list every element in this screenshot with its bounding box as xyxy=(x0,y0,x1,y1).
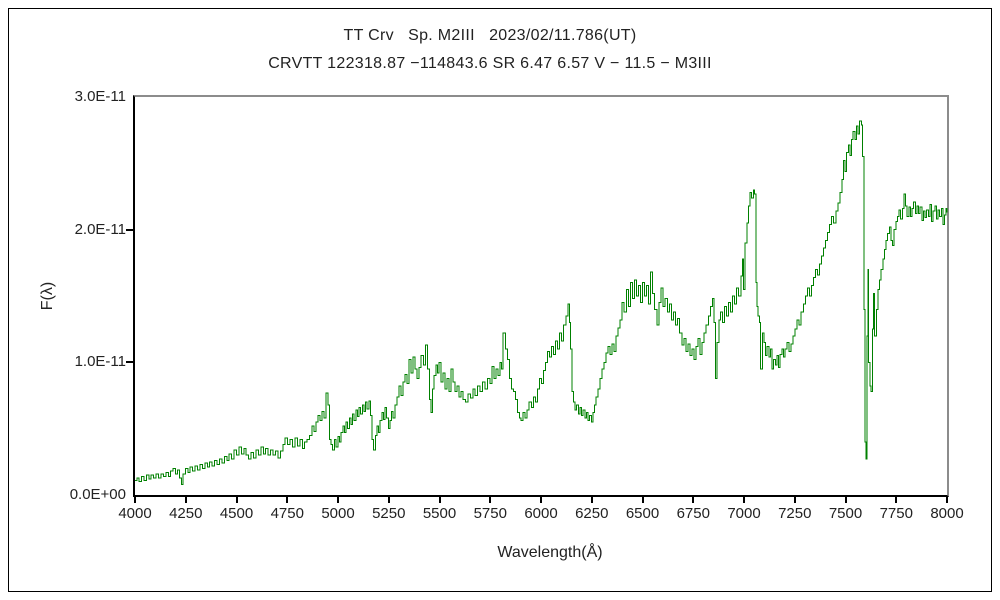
x-tick-label: 6500 xyxy=(625,505,660,522)
spectrum-line xyxy=(135,120,948,485)
x-tick-label: 5750 xyxy=(473,505,507,522)
y-tick-label: 2.0E-11 xyxy=(74,220,126,238)
x-tick-mark xyxy=(895,497,898,503)
x-tick-label: 8000 xyxy=(930,505,964,522)
spectrum-svg xyxy=(135,120,948,485)
x-tick-mark xyxy=(590,497,593,503)
x-tick-label: 4500 xyxy=(219,505,254,522)
x-tick-mark xyxy=(387,497,390,503)
x-tick-mark xyxy=(438,497,441,503)
x-tick-mark xyxy=(946,497,948,503)
x-tick-label: 7250 xyxy=(778,505,812,522)
x-tick-label: 7000 xyxy=(727,505,761,522)
x-tick-label: 6250 xyxy=(575,505,609,522)
plot-area xyxy=(133,95,949,497)
x-tick-mark xyxy=(489,497,492,503)
x-tick-mark xyxy=(235,497,238,503)
x-tick-mark xyxy=(286,497,289,503)
x-tick-label: 7500 xyxy=(828,505,863,522)
x-tick-mark xyxy=(337,497,339,503)
x-tick-label: 6000 xyxy=(524,505,558,522)
x-tick-mark xyxy=(743,497,745,503)
x-tick-mark xyxy=(844,497,847,503)
y-tick-label: 0.0E+00 xyxy=(69,486,126,503)
x-tick-label: 5000 xyxy=(321,505,355,522)
y-tick-label: 1.0E-11 xyxy=(74,353,126,371)
x-tick-mark xyxy=(540,497,542,503)
x-axis-title: Wavelength(Å) xyxy=(497,544,603,561)
x-tick-label: 4250 xyxy=(169,505,203,522)
outer-border xyxy=(8,8,992,592)
x-tick-mark xyxy=(184,497,187,503)
x-tick-label: 4000 xyxy=(118,505,152,522)
chart-title-line2: CRVTT 122318.87 −114843.6 SR 6.47 6.57 V… xyxy=(268,55,712,72)
x-tick-mark xyxy=(134,497,136,503)
x-tick-label: 6750 xyxy=(676,505,710,522)
x-tick-mark xyxy=(793,497,796,503)
x-tick-label: 7750 xyxy=(879,505,913,522)
y-tick-mark xyxy=(126,228,135,231)
x-tick-label: 4750 xyxy=(270,505,304,522)
x-tick-label: 5250 xyxy=(372,505,406,522)
chart-title-line1: TT Crv Sp. M2III 2023/02/11.786(UT) xyxy=(343,27,637,44)
y-axis-title: F(λ) xyxy=(39,281,56,311)
x-tick-label: 5500 xyxy=(422,505,457,522)
y-tick-mark xyxy=(126,361,135,364)
x-tick-mark xyxy=(641,497,644,503)
x-tick-mark xyxy=(692,497,695,503)
y-tick-label: 3.0E-11 xyxy=(74,88,126,105)
